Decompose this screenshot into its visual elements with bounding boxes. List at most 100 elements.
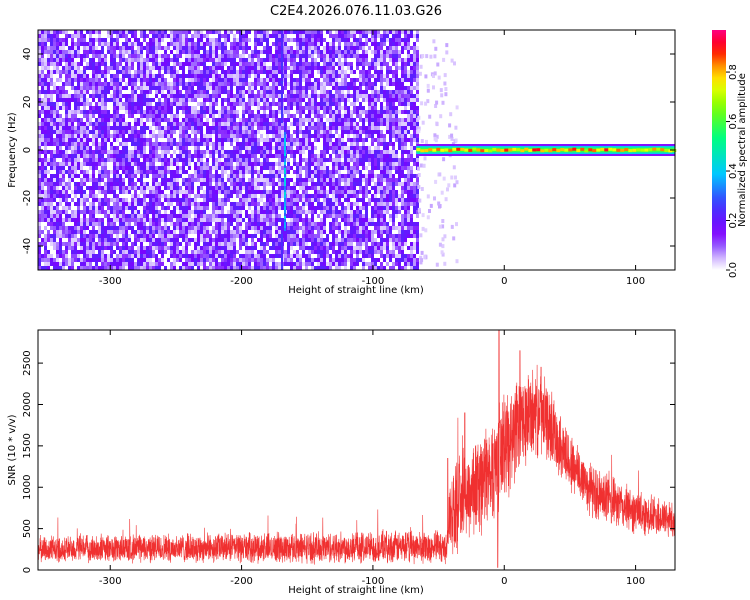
spectrogram-cell [206,30,209,34]
spectrogram-cell [50,162,53,166]
spectrogram-cell [110,238,113,242]
spectrogram-cell [50,98,53,102]
spectrogram-cell [191,250,194,254]
spectrogram-cell [197,34,200,38]
spectrogram-cell [188,230,191,234]
spectrogram-cell [128,50,131,54]
spectrogram-cell [206,246,209,250]
spectrogram-cell [47,70,50,74]
spectrogram-cell [281,126,284,130]
spectrogram-cell [251,254,254,258]
spectrogram-cell [152,178,155,182]
spectrogram-cell [260,194,263,198]
spectrogram-cell [122,134,125,138]
spectrogram-cell [44,138,47,142]
spectrogram-cell [236,110,239,114]
spectrogram-cell [50,62,53,66]
spectrogram-cell [200,134,203,138]
spectrogram-cell [140,102,143,106]
spectrogram-cell [206,66,209,70]
spectrogram-cell [131,50,134,54]
spectrogram-cell [254,130,257,134]
spectrogram-cell [80,134,83,138]
spectrogram-cell [146,54,149,58]
spectrogram-cell [167,146,170,150]
spectrogram-cell [305,106,308,110]
spectrogram-cell [305,50,308,54]
spectrogram-cell [197,146,200,150]
spectrogram-cell [281,130,284,134]
spectrogram-cell [155,74,158,78]
spectrogram-cell [224,38,227,42]
spectrogram-cell [227,246,230,250]
spectrogram-cell [299,194,302,198]
spectrogram-cell [95,66,98,70]
spectrogram-cell [272,210,275,214]
spectrogram-cell [197,126,200,130]
spectrogram-cell [197,74,200,78]
spectrogram-cell [167,226,170,230]
spectrogram-cell [146,114,149,118]
spectrogram-cell [200,178,203,182]
spectrogram-cell [80,94,83,98]
spectrogram-cell [284,38,287,42]
spectrogram-cell [281,202,284,206]
spectrogram-cell [137,210,140,214]
spectrogram-cell [320,230,323,234]
spectrogram-cell [269,50,272,54]
spectrogram-cell [95,30,98,34]
spectrogram-cell [110,126,113,130]
spectrogram-cell [158,210,161,214]
spectrogram-cell [176,126,179,130]
spectrogram-cell [74,254,77,258]
spectrogram-cell [176,118,179,122]
spectrogram-cell [239,266,242,270]
spectrogram-cell [278,102,281,106]
spectrogram-cell [218,118,221,122]
spectrogram-cell [299,262,302,266]
spectrogram-cell [206,54,209,58]
spectrogram-cell [89,146,92,150]
spectrogram-cell [41,90,44,94]
spectrogram-cell [251,250,254,254]
spectrogram-cell [38,222,41,226]
spectrogram-cell [56,210,59,214]
spectrogram-cell [80,178,83,182]
spectrogram-cell [125,242,128,246]
spectrogram-cell [125,122,128,126]
spectrogram-cell [251,138,254,142]
spectrogram-cell [224,98,227,102]
spectrogram-cell [179,250,182,254]
spectrogram-cell [128,158,131,162]
spectrogram-cell [125,30,128,34]
spectrogram-cell [197,170,200,174]
spectrogram-cell [113,30,116,34]
spectrogram-cell [224,90,227,94]
spectrogram-cell [323,50,326,54]
spectrogram-cell [92,138,95,142]
spectrogram-cell [41,70,44,74]
spectrogram-cell [230,70,233,74]
spectrogram-cell [197,82,200,86]
spectrogram-cell [38,166,41,170]
spectrogram-cell [311,90,314,94]
spectrogram-cell [191,186,194,190]
spectrogram-cell [122,94,125,98]
spectrogram-cell [125,218,128,222]
spectrogram-cell [161,202,164,206]
spectrogram-cell [239,166,242,170]
spectrogram-cell [287,254,290,258]
spectrogram-cell [314,134,317,138]
spectrogram-cell [260,222,263,226]
spectrogram-cell [194,74,197,78]
spectrogram-cell [65,126,68,130]
spectrogram-cell [131,142,134,146]
spectrogram-cell [65,30,68,34]
spectrogram-cell [86,102,89,106]
spectrogram-cell [257,226,260,230]
spectrogram-cell [299,138,302,142]
spectrogram-cell [242,170,245,174]
spectrogram-cell [119,266,122,270]
spectrogram-cell [188,262,191,266]
spectrogram-cell [65,170,68,174]
